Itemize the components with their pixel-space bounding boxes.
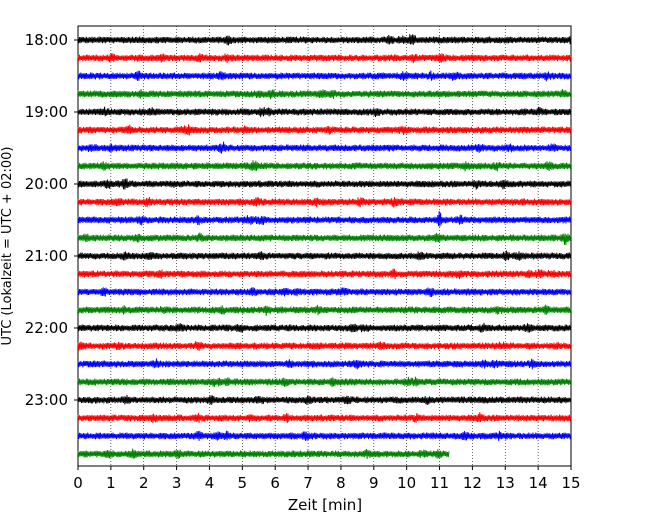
trace-2215 bbox=[77, 341, 572, 352]
x-tick-label-6: 6 bbox=[270, 474, 280, 492]
y-axis-label: UTC (Lokalzeit = UTC + 02:00) bbox=[0, 147, 15, 346]
x-tick-label-0: 0 bbox=[73, 474, 83, 492]
x-tick-label-9: 9 bbox=[369, 474, 379, 492]
trace-2015 bbox=[77, 196, 572, 208]
trace-1945 bbox=[77, 160, 572, 172]
x-tick-label-1: 1 bbox=[106, 474, 116, 492]
trace-2345 bbox=[77, 448, 450, 460]
trace-1830 bbox=[77, 70, 572, 82]
trace-2245 bbox=[77, 376, 572, 388]
y-tick-label-22:00: 22:00 bbox=[25, 319, 68, 337]
trace-2200 bbox=[77, 322, 572, 333]
trace-1815 bbox=[77, 53, 572, 64]
y-tick-label-19:00: 19:00 bbox=[25, 103, 68, 121]
trace-1845 bbox=[77, 89, 572, 100]
plot-frame bbox=[77, 25, 572, 467]
trace-2000 bbox=[77, 178, 572, 190]
y-axis-ticks: 18:00 19:00 20:00 21:00 22:00 23:00 bbox=[25, 31, 78, 409]
seismic-traces bbox=[77, 34, 572, 460]
x-tick-label-11: 11 bbox=[430, 474, 449, 492]
trace-1800 bbox=[77, 34, 572, 46]
trace-2315 bbox=[77, 412, 572, 424]
x-gridlines bbox=[110, 26, 539, 466]
y-tick-label-23:00: 23:00 bbox=[25, 391, 68, 409]
trace-2100 bbox=[77, 250, 572, 262]
trace-2300 bbox=[77, 394, 572, 405]
y-tick-label-20:00: 20:00 bbox=[25, 175, 68, 193]
x-tick-label-7: 7 bbox=[303, 474, 313, 492]
trace-1930 bbox=[77, 141, 572, 154]
y-tick-label-21:00: 21:00 bbox=[25, 247, 68, 265]
trace-2145 bbox=[77, 304, 572, 316]
x-tick-label-14: 14 bbox=[529, 474, 548, 492]
trace-2045 bbox=[77, 232, 572, 246]
trace-2115 bbox=[77, 268, 572, 280]
x-tick-label-2: 2 bbox=[139, 474, 149, 492]
x-tick-label-13: 13 bbox=[496, 474, 515, 492]
x-tick-label-10: 10 bbox=[397, 474, 416, 492]
trace-1900 bbox=[77, 106, 572, 118]
x-axis-ticks: 0 1 2 3 4 5 6 7 8 9 10 11 12 13 14 15 bbox=[73, 466, 581, 492]
trace-2330 bbox=[77, 430, 572, 441]
x-tick-label-12: 12 bbox=[463, 474, 482, 492]
trace-2130 bbox=[77, 287, 572, 298]
trace-2030 bbox=[77, 211, 572, 227]
x-tick-label-8: 8 bbox=[336, 474, 346, 492]
x-tick-label-4: 4 bbox=[205, 474, 215, 492]
x-tick-label-3: 3 bbox=[172, 474, 182, 492]
y-tick-label-18:00: 18:00 bbox=[25, 31, 68, 49]
x-tick-label-5: 5 bbox=[238, 474, 248, 492]
x-axis-label: Zeit [min] bbox=[288, 496, 362, 514]
trace-2230 bbox=[77, 358, 572, 370]
trace-1915 bbox=[77, 124, 572, 136]
x-tick-label-15: 15 bbox=[561, 474, 580, 492]
